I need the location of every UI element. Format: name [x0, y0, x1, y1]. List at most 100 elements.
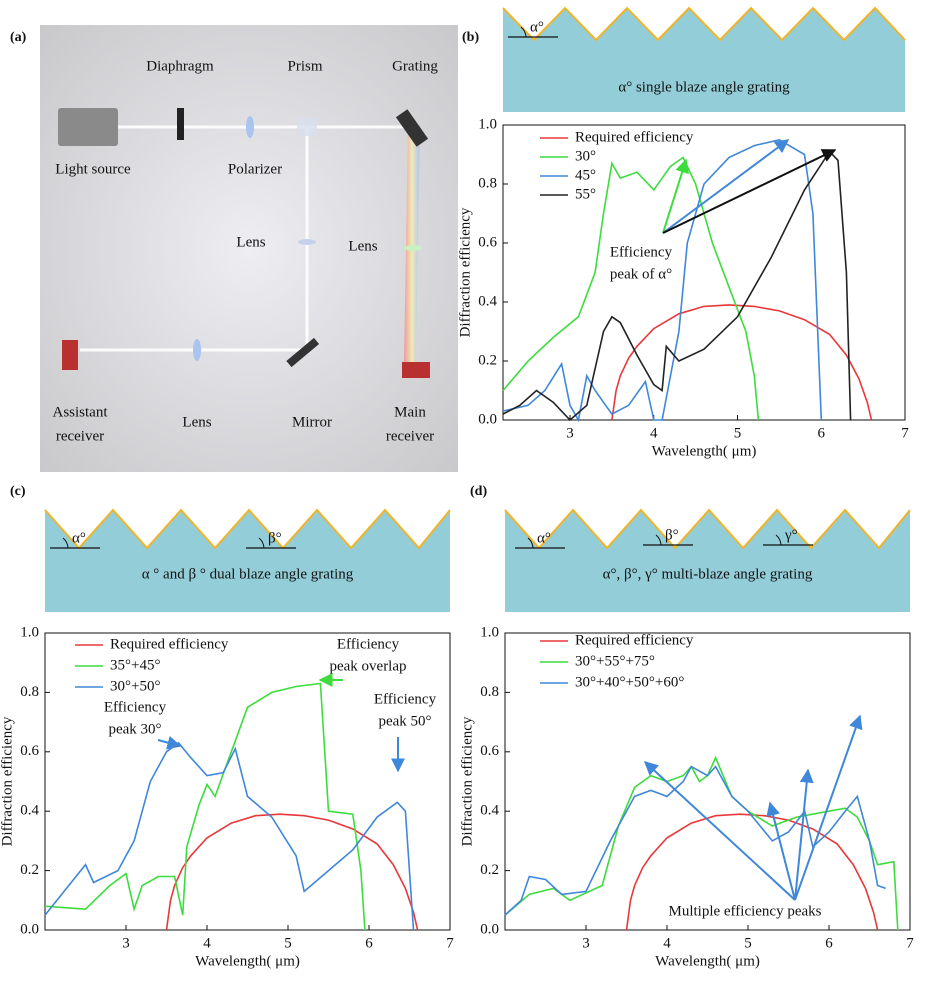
legend-label: 30°: [575, 148, 596, 164]
light-source: [58, 108, 118, 146]
annotation-arrow: [157, 735, 182, 750]
x-tick-label: 5: [744, 935, 752, 951]
grating: [395, 109, 429, 147]
assistant-receiver: [62, 340, 78, 370]
series-line: [625, 813, 879, 931]
y-axis-label: Diffraction efficiency: [457, 207, 473, 337]
x-tick-label: 4: [663, 935, 671, 951]
component-label: Lens: [348, 238, 377, 254]
annotation-arrow: [766, 801, 796, 901]
y-tick-label: 0.8: [480, 684, 499, 700]
legend-label: 30°+55°+75°: [575, 653, 655, 669]
y-tick-label: 0.2: [478, 352, 497, 368]
annotation-arrow: [662, 139, 790, 234]
angle-arc: [62, 537, 69, 549]
prism: [297, 118, 317, 136]
legend-label: 35°+45°: [110, 657, 160, 673]
annotation-arrow: [662, 149, 837, 234]
component-label: Prism: [287, 58, 322, 74]
angle-arc: [520, 26, 527, 38]
annotation: Efficiency: [337, 636, 400, 652]
x-tick-label: 7: [901, 425, 909, 441]
component-label: receiver: [56, 428, 104, 444]
annotation: peak overlap: [329, 658, 406, 674]
series-line: [44, 682, 366, 931]
panel-label: (a): [10, 30, 27, 45]
annotation-arrow: [643, 761, 796, 901]
grating-body: [505, 510, 910, 612]
lens: [193, 339, 201, 361]
component-label: Lens: [182, 414, 211, 430]
y-tick-label: 0.6: [480, 743, 499, 759]
x-tick-label: 6: [818, 425, 826, 441]
x-tick-label: 6: [825, 935, 833, 951]
setup-panel: [40, 25, 458, 472]
legend-label: Required efficiency: [575, 632, 694, 648]
annotation: Multiple efficiency peaks: [668, 903, 821, 919]
component-label: Diaphragm: [146, 58, 214, 74]
legend-label: 30°+40°+50°+60°: [575, 674, 684, 690]
component-label: Main: [394, 404, 426, 420]
annotation-arrow: [662, 158, 689, 234]
component-label: Light source: [55, 161, 131, 177]
y-tick-label: 0.0: [480, 921, 499, 937]
y-tick-label: 0.8: [478, 175, 497, 191]
plot-frame: [504, 632, 911, 931]
grating-caption: α ° and β ° dual blaze angle grating: [142, 566, 354, 582]
series-line: [502, 156, 760, 421]
annotation: Efficiency: [610, 244, 673, 260]
grating-body: [45, 510, 450, 612]
x-axis-label: Wavelength( μm): [195, 953, 300, 969]
angle-arc: [527, 537, 534, 549]
legend-label: 55°: [575, 186, 596, 202]
y-tick-label: 1.0: [480, 624, 499, 640]
angle-label: β°: [268, 530, 282, 546]
y-tick-label: 0.4: [478, 293, 497, 309]
angle-arc: [258, 537, 265, 549]
x-tick-label: 3: [122, 935, 130, 951]
legend-label: 30°+50°: [110, 678, 160, 694]
y-tick-label: 0.6: [20, 743, 39, 759]
series-line: [502, 150, 852, 422]
annotation: peak 30°: [108, 721, 161, 737]
legend-label: Required efficiency: [575, 129, 694, 145]
x-tick-label: 7: [906, 935, 914, 951]
y-tick-label: 0.0: [478, 411, 497, 427]
y-tick-label: 1.0: [20, 624, 39, 640]
component-label: Grating: [392, 58, 438, 74]
angle-label: β°: [665, 527, 679, 543]
y-tick-label: 0.0: [20, 921, 39, 937]
angle-label: α°: [530, 19, 544, 35]
annotation: Efficiency: [104, 699, 167, 715]
y-tick-label: 0.4: [480, 803, 499, 819]
y-axis-label: Diffraction efficiency: [459, 716, 475, 846]
x-tick-label: 5: [284, 935, 292, 951]
y-tick-label: 1.0: [478, 116, 497, 132]
annotation: Efficiency: [374, 691, 437, 707]
y-tick-label: 0.2: [480, 862, 499, 878]
angle-arc: [655, 534, 662, 546]
component-label: Mirror: [292, 414, 332, 430]
x-tick-label: 4: [650, 425, 658, 441]
grating-profile: [502, 6, 906, 42]
grating-profile: [504, 508, 911, 550]
y-tick-label: 0.6: [478, 234, 497, 250]
annotation: peak of α°: [610, 266, 672, 282]
series-line: [44, 741, 415, 931]
component-label: Assistant: [52, 404, 108, 420]
x-tick-label: 3: [582, 935, 590, 951]
x-axis-label: Wavelength( μm): [652, 443, 757, 459]
x-tick-label: 7: [446, 935, 454, 951]
angle-label: α°: [72, 530, 86, 546]
grating-profile: [44, 508, 451, 550]
grating-body: [503, 8, 905, 112]
y-tick-label: 0.8: [20, 684, 39, 700]
lens: [404, 245, 422, 251]
plot-frame: [44, 632, 451, 931]
panel-label: (b): [462, 30, 479, 45]
series-line: [502, 138, 823, 423]
angle-arc: [775, 534, 782, 546]
angle-label: γ°: [784, 527, 798, 543]
series-line: [504, 765, 886, 916]
